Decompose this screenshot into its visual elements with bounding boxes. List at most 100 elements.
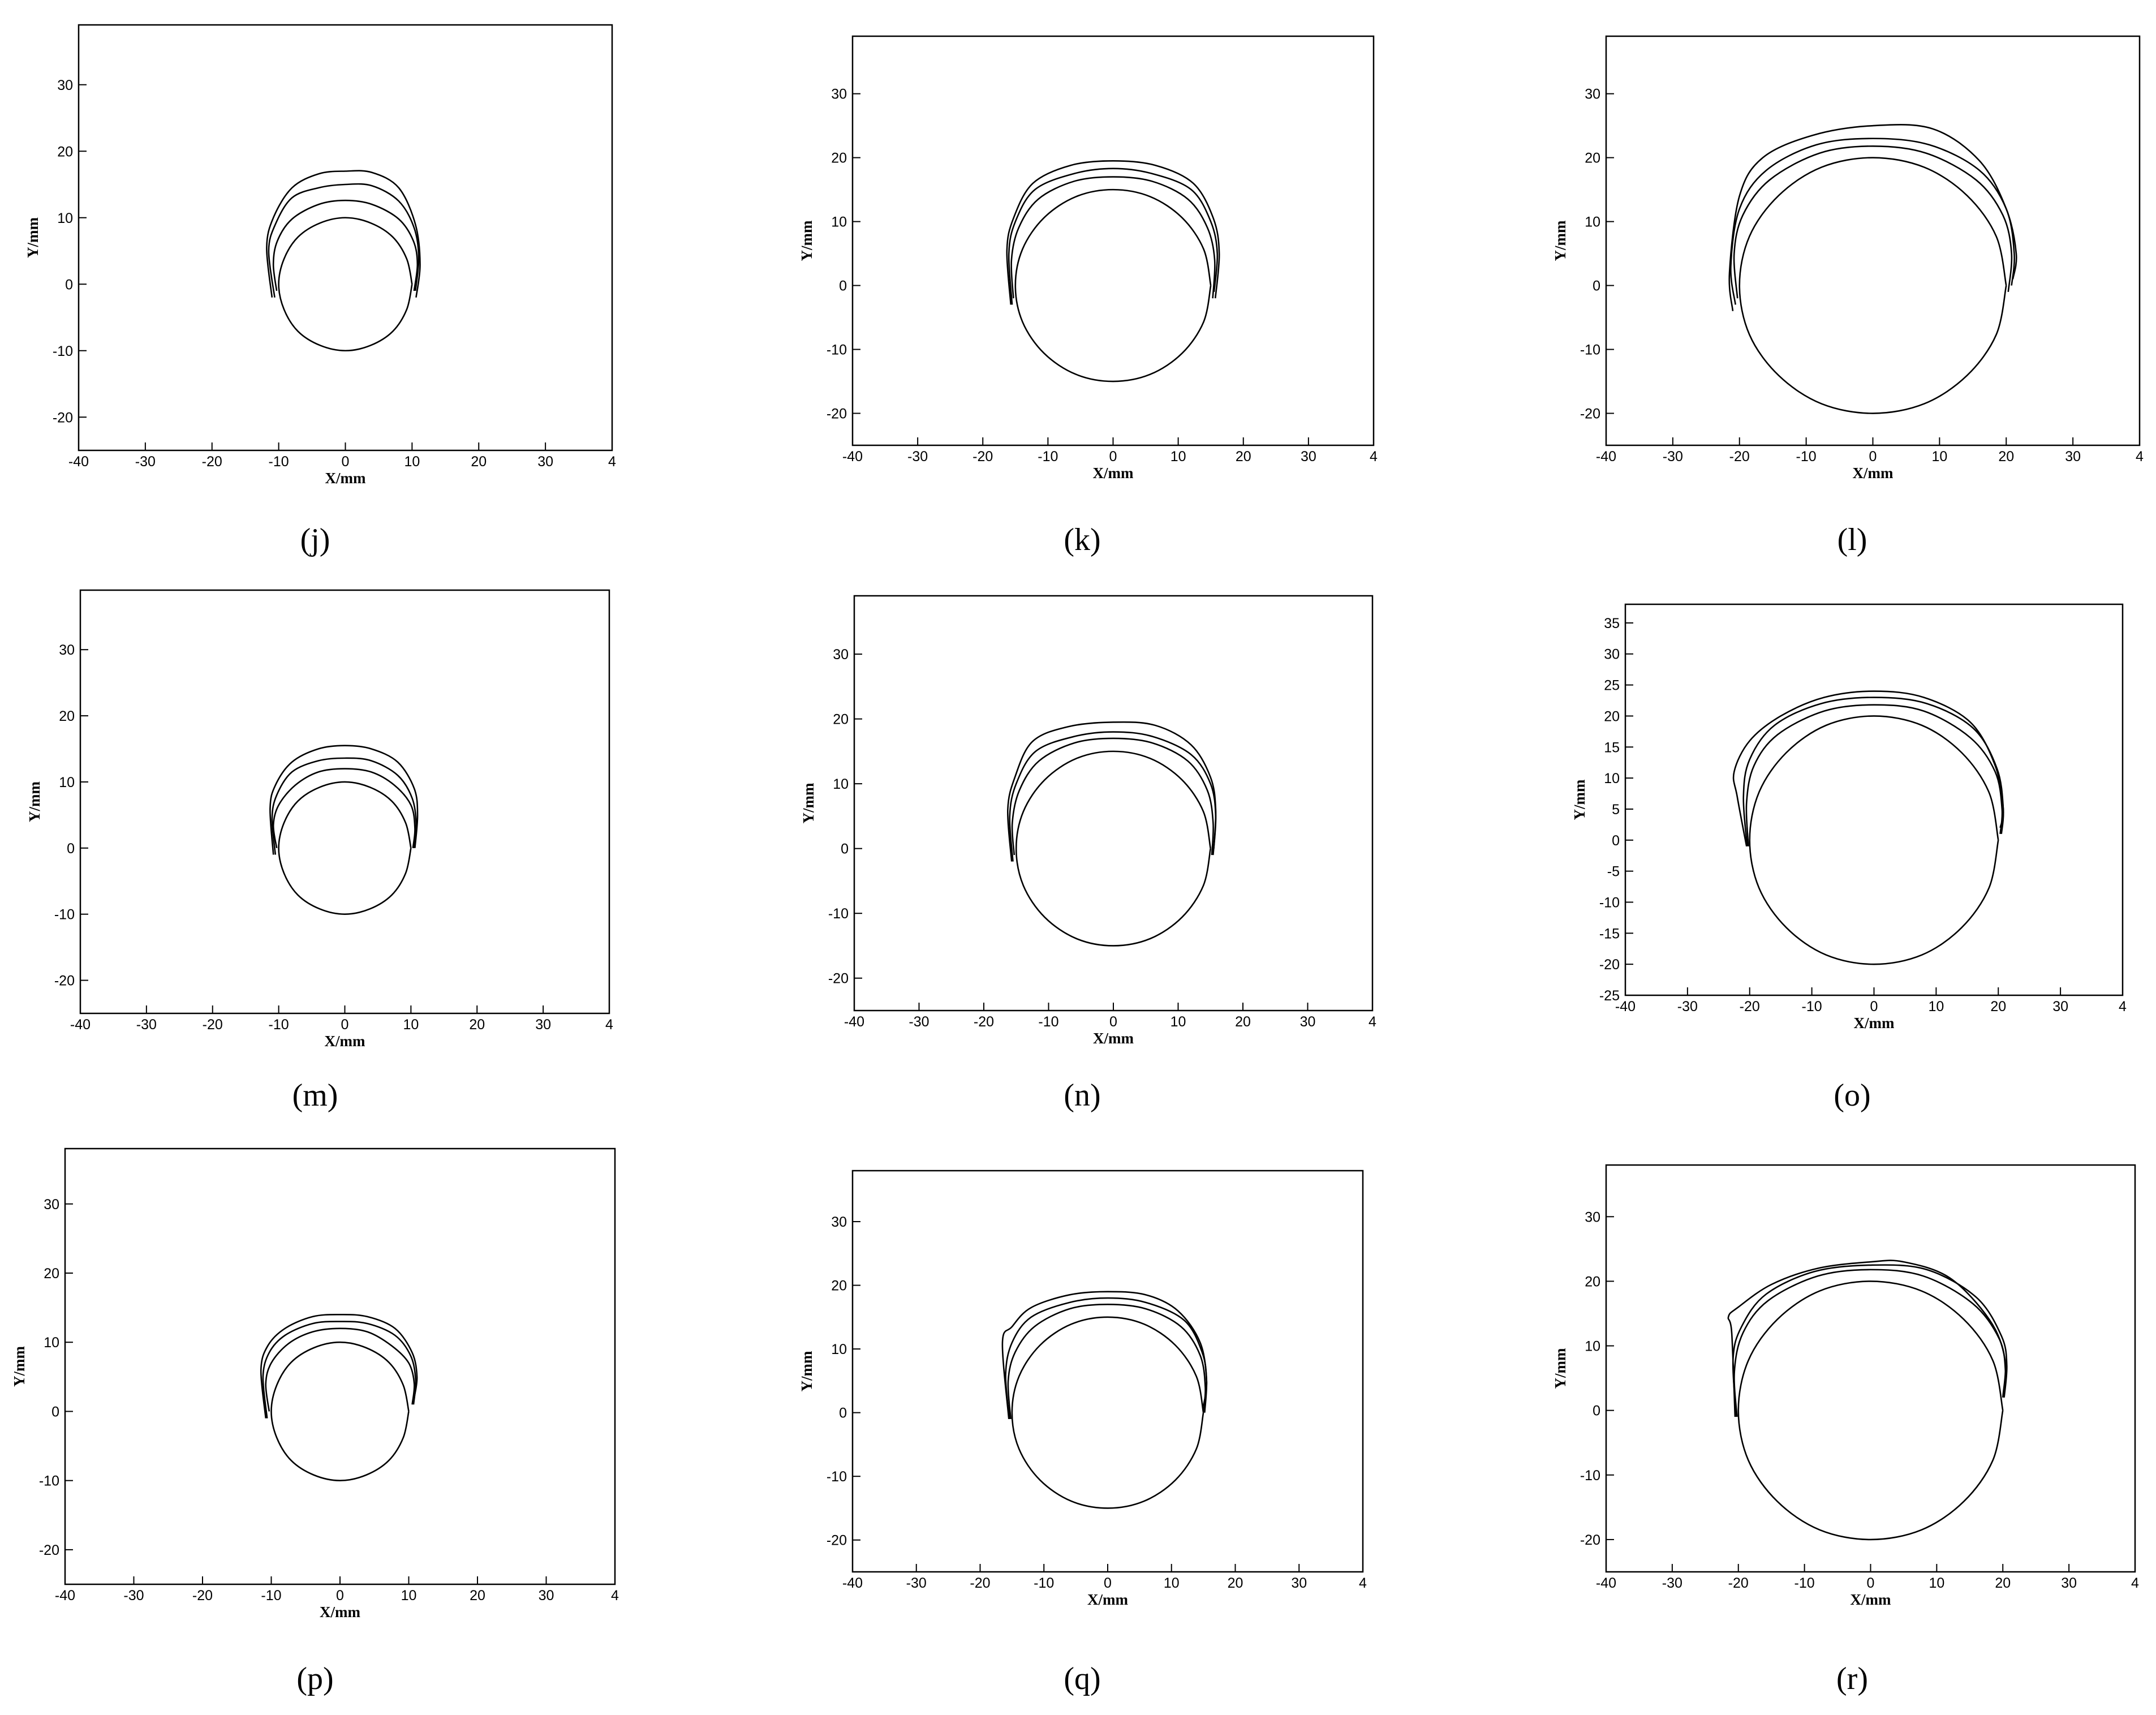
x-tick-label: 30 (2052, 999, 2068, 1015)
y-tick-label: 20 (1585, 151, 1600, 166)
y-tick-label: -20 (1580, 406, 1600, 422)
x-tick-label: -20 (974, 1014, 994, 1030)
contour-line (1732, 1264, 2008, 1417)
contour-line (278, 217, 413, 352)
x-tick-label: -30 (1662, 1575, 1682, 1591)
y-tick-label: 30 (1585, 1209, 1600, 1225)
panel: -40 -30 -20 -10 0 10 20 30 4 -20 -10 0 10 20 30 X/mm Y/m… (11, 1147, 619, 1696)
y-tick-label: 30 (44, 1197, 59, 1213)
y-axis-title: Y/mm (1552, 1348, 1569, 1389)
contour-line (271, 757, 418, 855)
panel-label: (j) (300, 522, 330, 557)
x-tick-label: 0 (1870, 999, 1878, 1015)
x-tick-label: 30 (537, 454, 553, 470)
x-tick-label: -10 (1034, 1575, 1054, 1591)
panel: -40 -30 -20 -10 0 10 20 30 4 -20 -10 0 10 20 30 X/mm Y/m… (26, 589, 613, 1113)
x-tick-label: 30 (1300, 1014, 1316, 1030)
contour-line (1015, 750, 1212, 947)
x-tick-label: 20 (469, 1017, 485, 1033)
y-tick-label: 10 (57, 210, 73, 226)
panel-label: (o) (1834, 1078, 1870, 1113)
y-tick-label: -10 (827, 342, 847, 358)
x-tick-label: 20 (1228, 1575, 1243, 1591)
x-tick-label: -40 (55, 1588, 75, 1604)
x-tick-label: 4 (1370, 449, 1378, 465)
x-axis-title: X/mm (320, 1604, 360, 1621)
plot-frame (79, 589, 610, 1015)
x-tick-label: -10 (1802, 999, 1822, 1015)
contour-line (1001, 1291, 1208, 1420)
x-tick-label: -10 (269, 1017, 289, 1033)
x-tick-label: -10 (261, 1588, 281, 1604)
y-tick-label: -10 (1580, 342, 1600, 358)
y-tick-label: -5 (1607, 864, 1620, 880)
x-tick-label: -20 (202, 454, 222, 470)
contour-line (1737, 1280, 2004, 1541)
panel: -40 -30 -20 -10 0 10 20 30 4 -20 -10 0 10 20 30 X/mm Y/m… (24, 24, 616, 557)
x-tick-label: -20 (1728, 1575, 1749, 1591)
contour-line (1727, 1260, 2007, 1417)
x-tick-label: -40 (68, 454, 89, 470)
contour-line (278, 781, 412, 915)
y-tick-label: 10 (59, 775, 75, 790)
contour-line (272, 199, 419, 291)
x-tick-label: 10 (401, 1588, 417, 1604)
x-tick-label: -30 (907, 449, 928, 465)
x-tick-label: 0 (1869, 449, 1877, 465)
x-tick-label: 4 (1369, 1014, 1376, 1030)
y-axis-title: Y/mm (11, 1346, 28, 1387)
y-tick-label: 10 (44, 1335, 59, 1351)
plot-frame (1605, 35, 2141, 446)
contour-line (268, 183, 420, 298)
y-tick-label: 30 (59, 642, 75, 658)
plot-frame (853, 595, 1374, 1012)
x-tick-label: 4 (2119, 999, 2127, 1015)
x-tick-label: -10 (1038, 1014, 1058, 1030)
contour-line (1732, 690, 2004, 847)
x-tick-label: -30 (123, 1588, 144, 1604)
x-axis-title: X/mm (1853, 465, 1894, 482)
contour-line (270, 1341, 410, 1481)
x-axis-title: X/mm (1093, 1030, 1134, 1047)
contour-line (1733, 1269, 2007, 1417)
y-tick-label: -10 (828, 906, 849, 922)
y-tick-label: -20 (827, 1533, 847, 1549)
x-tick-label: -20 (972, 449, 993, 465)
x-tick-label: -30 (1677, 999, 1698, 1015)
y-tick-label: -20 (828, 971, 849, 987)
x-tick-label: 10 (1170, 449, 1186, 465)
contour-line (1011, 1316, 1204, 1509)
plot-frame (851, 35, 1375, 446)
x-tick-label: 20 (1998, 449, 2014, 465)
y-tick-label: 30 (833, 647, 849, 663)
x-axis-title: X/mm (325, 470, 366, 487)
y-tick-label: 20 (831, 1278, 847, 1294)
x-tick-label: 20 (1990, 999, 2006, 1015)
x-tick-label: 4 (608, 454, 616, 470)
y-tick-label: 30 (831, 1214, 847, 1230)
y-tick-label: 30 (1585, 87, 1600, 102)
y-axis-title: Y/mm (1552, 220, 1569, 261)
x-tick-label: -40 (844, 1014, 864, 1030)
contour-line (1733, 145, 2013, 299)
x-tick-label: -40 (1615, 999, 1636, 1015)
x-tick-label: 0 (1104, 1575, 1112, 1591)
y-tick-label: 10 (833, 776, 849, 792)
y-tick-label: -20 (1580, 1532, 1600, 1548)
y-tick-label: -20 (1599, 957, 1620, 973)
y-tick-label: -10 (54, 907, 75, 923)
x-tick-label: -30 (906, 1575, 927, 1591)
x-tick-label: 0 (342, 454, 350, 470)
y-tick-label: 10 (1604, 771, 1620, 786)
y-tick-label: 0 (1593, 278, 1600, 294)
panel-label: (p) (296, 1661, 333, 1696)
panel-label: (n) (1064, 1078, 1100, 1113)
y-tick-label: 20 (833, 712, 849, 728)
y-tick-label: 20 (59, 708, 75, 724)
y-axis-title: Y/mm (24, 217, 41, 258)
contour-line (1005, 1297, 1208, 1420)
x-tick-label: -20 (192, 1588, 213, 1604)
x-tick-label: 30 (1301, 449, 1316, 465)
x-tick-label: 0 (1109, 1014, 1117, 1030)
